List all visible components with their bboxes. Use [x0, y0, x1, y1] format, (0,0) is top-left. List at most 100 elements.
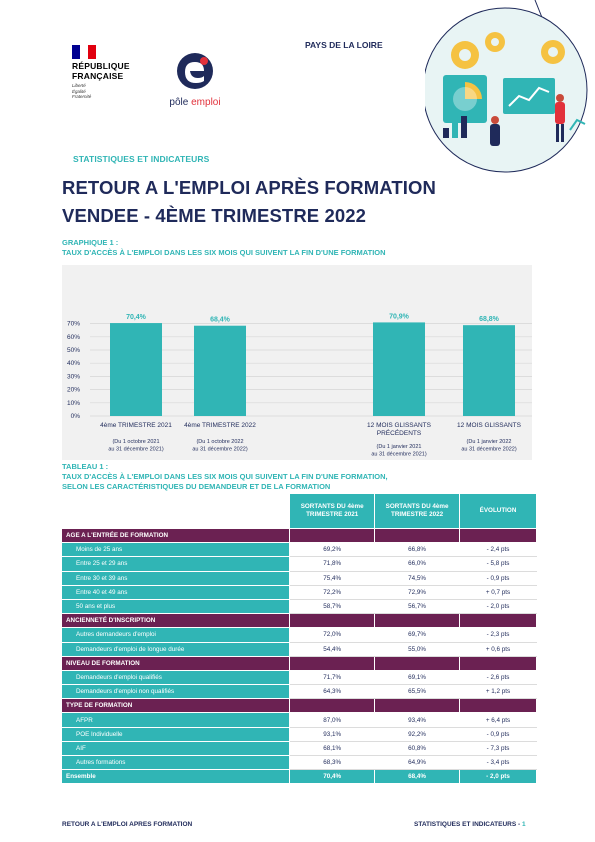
- bar: [373, 322, 425, 416]
- evolution-value: - 2,0 pts: [459, 599, 537, 615]
- evolution-value: - 5,8 pts: [459, 556, 537, 572]
- evolution-value: + 0,6 pts: [459, 642, 537, 657]
- table-row: Moins de 25 ans 69,2% 66,8% - 2,4 pts: [62, 542, 537, 558]
- period-label: au 31 décembre 2021): [108, 447, 164, 453]
- period-label: au 31 décembre 2022): [192, 447, 248, 453]
- data-label: 70,4%: [126, 314, 147, 321]
- section-empty-cell: [459, 698, 537, 714]
- table-row: 50 ans et plus 58,7% 56,7% - 2,0 pts: [62, 599, 537, 615]
- col-header-2022: SORTANTS DU 4ème TRIMESTRE 2022: [374, 494, 461, 529]
- value-2022: 93,4%: [374, 712, 461, 728]
- period-label: (Du 1 octobre 2021: [112, 439, 159, 445]
- header-empty-cell: [62, 494, 291, 529]
- value-2022: 60,8%: [374, 741, 461, 757]
- section-empty-cell: [289, 613, 376, 629]
- footer-section: STATISTIQUES ET INDICATEURS - 1: [414, 821, 526, 828]
- table-row: AFPR 87,0% 93,4% + 6,4 pts: [62, 712, 537, 728]
- value-2021: 87,0%: [289, 712, 376, 728]
- value-2022: 92,2%: [374, 727, 461, 742]
- table-header-row: SORTANTS DU 4ème TRIMESTRE 2021 SORTANTS…: [62, 494, 537, 529]
- x-tick-label: 4ème TRIMESTRE 2021: [100, 422, 172, 429]
- table-row: Entre 40 et 49 ans 72,2% 72,9% + 0,7 pts: [62, 585, 537, 600]
- y-tick-label: 30%: [67, 373, 80, 380]
- people-graphics-illustration: [425, 0, 588, 173]
- row-label: Autres formations: [62, 755, 291, 771]
- value-2021: 72,2%: [289, 585, 376, 600]
- bar-chart: 0% 10% 20% 30% 40% 50% 60% 70% 70,4% 4ème TRIMEST…: [67, 313, 532, 458]
- value-2022: 65,5%: [374, 684, 461, 700]
- pole-emploi-logo: pôle emploi: [165, 52, 225, 108]
- value-2021: 72,0%: [289, 627, 376, 643]
- marianne-flag-icon: [72, 45, 96, 59]
- table-row: Autres demandeurs d'emploi 72,0% 69,7% - 2,…: [62, 627, 537, 643]
- rf-name: RÉPUBLIQUE FRANÇAISE: [72, 61, 130, 81]
- row-label: Entre 40 et 49 ans: [62, 585, 291, 600]
- graph-label: GRAPHIQUE 1 :: [62, 238, 119, 247]
- bar: [110, 323, 162, 416]
- value-2022: 72,9%: [374, 585, 461, 600]
- value-2022: 74,5%: [374, 571, 461, 586]
- period-label: (Du 1 octobre 2022: [196, 439, 243, 445]
- section-empty-cell: [374, 613, 461, 629]
- evolution-value: - 2,6 pts: [459, 670, 537, 686]
- row-label: Moins de 25 ans: [62, 542, 291, 558]
- value-2021: 69,2%: [289, 542, 376, 558]
- section-empty-cell: [374, 698, 461, 714]
- data-label: 68,8%: [479, 316, 500, 323]
- value-2021: 58,7%: [289, 599, 376, 615]
- evolution-value: + 1,2 pts: [459, 684, 537, 700]
- table-row: AIF 68,1% 60,8% - 7,3 pts: [62, 741, 537, 757]
- data-label: 68,4%: [210, 317, 231, 324]
- y-tick-label: 20%: [67, 387, 80, 394]
- row-label: 50 ans et plus: [62, 599, 291, 615]
- section-title: AGE A L'ENTRÉE DE FORMATION: [62, 528, 291, 544]
- y-tick-label: 50%: [67, 347, 80, 354]
- value-2021: 75,4%: [289, 571, 376, 586]
- section-empty-cell: [374, 528, 461, 544]
- indicators-table: SORTANTS DU 4ème TRIMESTRE 2021 SORTANTS…: [62, 494, 537, 785]
- section-empty-cell: [459, 656, 537, 671]
- section-empty-cell: [459, 613, 537, 629]
- evolution-value: - 3,4 pts: [459, 755, 537, 771]
- section-row: NIVEAU DE FORMATION: [62, 656, 537, 671]
- evolution-value: - 0,9 pts: [459, 571, 537, 586]
- evolution-value: + 0,7 pts: [459, 585, 537, 600]
- period-label: au 31 décembre 2021): [371, 452, 427, 458]
- section-title: TYPE DE FORMATION: [62, 698, 291, 714]
- value-2021: 54,4%: [289, 642, 376, 657]
- row-label: Demandeurs d'emploi de longue durée: [62, 642, 291, 657]
- row-label: AFPR: [62, 712, 291, 728]
- evolution-value: - 0,9 pts: [459, 727, 537, 742]
- row-label: POE Individuelle: [62, 727, 291, 742]
- value-2022: 56,7%: [374, 599, 461, 615]
- value-2021: 93,1%: [289, 727, 376, 742]
- table-label: TABLEAU 1 :: [62, 462, 109, 471]
- footer-title: RETOUR A L'EMPLOI APRES FORMATION: [62, 821, 193, 828]
- value-2022: 66,0%: [374, 556, 461, 572]
- x-tick-label: 12 MOIS GLISSANTS: [367, 422, 432, 429]
- value-2022: 69,7%: [374, 627, 461, 643]
- bar: [194, 325, 246, 416]
- table-title-line2: SELON LES CARACTÉRISTIQUES DU DEMANDEUR …: [62, 482, 331, 491]
- evolution-value: - 7,3 pts: [459, 741, 537, 757]
- row-label: AIF: [62, 741, 291, 757]
- total-2022: 68,4%: [374, 769, 461, 785]
- value-2022: 69,1%: [374, 670, 461, 686]
- rf-motto: Liberté Égalité Fraternité: [72, 83, 92, 99]
- table-row: Demandeurs d'emploi qualifiés 71,7% 69,1% -…: [62, 670, 537, 686]
- y-tick-label: 0%: [71, 413, 81, 420]
- value-2022: 66,8%: [374, 542, 461, 558]
- section-row: ANCIENNETÉ D'INSCRIPTION: [62, 613, 537, 629]
- x-tick-label: 12 MOIS GLISSANTS: [457, 422, 522, 429]
- page-number: 1: [521, 821, 526, 828]
- table-row: Autres formations 68,3% 64,9% - 3,4 pts: [62, 755, 537, 771]
- row-label: Demandeurs d'emploi qualifiés: [62, 670, 291, 686]
- evolution-value: + 6,4 pts: [459, 712, 537, 728]
- table-caption: TABLEAU 1 : TAUX D'ACCÈS À L'EMPLOI DANS…: [62, 462, 388, 492]
- value-2021: 71,8%: [289, 556, 376, 572]
- y-tick-label: 70%: [67, 321, 80, 328]
- page-title: RETOUR A L'EMPLOI APRÈS FORMATION: [62, 177, 436, 198]
- section-label: STATISTIQUES ET INDICATEURS: [73, 154, 210, 164]
- pole-emploi-name: pôle emploi: [169, 97, 221, 108]
- total-label: Ensemble: [62, 769, 291, 785]
